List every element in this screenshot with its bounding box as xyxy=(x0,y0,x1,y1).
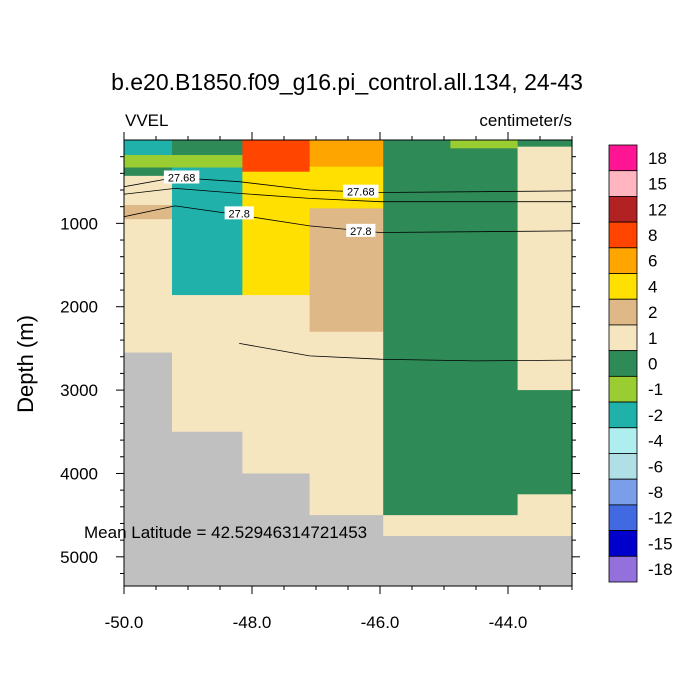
chart-title: b.e20.B1850.f09_g16.pi_control.all.134, … xyxy=(111,69,583,95)
colorbar-swatch-0 xyxy=(608,144,638,172)
cell-6-4 xyxy=(517,535,573,587)
plot-cells xyxy=(124,140,573,587)
cell-2-1 xyxy=(242,171,311,296)
x-tick-label-3: -44.0 xyxy=(489,613,528,632)
colorbar: 18 15 12 8 6 4 2 1 0 -1 -2 -4 -6 -8 -12 -15 -18 xyxy=(608,144,673,583)
contour-label-2-0: 27.8 xyxy=(228,208,249,220)
cell-6-3 xyxy=(517,494,573,537)
colorbar-swatch-2 xyxy=(608,196,638,223)
mean-latitude-annotation: Mean Latitude = 42.52946314721453 xyxy=(84,523,367,542)
colorbar-label-13: -8 xyxy=(648,483,663,502)
colorbar-swatch-14 xyxy=(608,504,638,531)
colorbar-swatch-15 xyxy=(608,530,638,557)
cell-5-3 xyxy=(450,535,519,587)
colorbar-swatch-6 xyxy=(608,298,638,326)
y-tick-label-1: 2000 xyxy=(60,298,98,317)
cell-2-0 xyxy=(242,140,311,173)
colorbar-label-8: 0 xyxy=(648,355,657,374)
contour-label-0-1: 27.68 xyxy=(347,187,375,199)
cell-4-1 xyxy=(383,515,451,537)
cell-1-3 xyxy=(172,295,243,433)
colorbar-swatch-5 xyxy=(608,273,638,300)
colorbar-label-3: 8 xyxy=(648,226,657,245)
colorbar-swatch-4 xyxy=(608,247,638,274)
cell-0-1 xyxy=(124,155,173,169)
cell-1-2 xyxy=(172,167,243,296)
cell-0-2 xyxy=(124,167,173,177)
cell-6-2 xyxy=(517,390,573,495)
cell-2-3 xyxy=(242,473,311,587)
cell-1-0 xyxy=(172,140,243,156)
contour-label-2-1: 27.8 xyxy=(350,226,371,238)
cell-4-0 xyxy=(383,140,451,516)
colorbar-label-6: 2 xyxy=(648,303,657,322)
colorbar-swatch-13 xyxy=(608,478,638,506)
y-tick-label-0: 1000 xyxy=(60,214,98,233)
units-label: centimeter/s xyxy=(479,111,572,130)
colorbar-label-12: -6 xyxy=(648,457,663,476)
variable-label: VVEL xyxy=(125,111,168,130)
cell-0-0 xyxy=(124,140,173,156)
colorbar-label-1: 15 xyxy=(648,175,667,194)
contour-label-bg-0-0 xyxy=(163,170,200,184)
colorbar-swatch-12 xyxy=(608,453,638,480)
colorbar-swatch-11 xyxy=(608,427,638,454)
cell-5-2 xyxy=(450,515,519,537)
axis-ticks: -50.0 -48.0 -46.0 -44.0 1000 2000 3000 4000 5000 xyxy=(60,132,580,632)
density-contours: 27.68 27.68 27.8 27.8 xyxy=(123,170,573,362)
cell-3-0 xyxy=(309,140,384,168)
cell-0-5 xyxy=(124,205,173,220)
cell-6-1 xyxy=(517,146,573,391)
colorbar-swatch-16 xyxy=(608,555,638,583)
cell-4-2 xyxy=(383,535,451,587)
y-tick-label-2: 3000 xyxy=(60,381,98,400)
cell-1-4 xyxy=(172,431,243,587)
colorbar-label-11: -4 xyxy=(648,432,663,451)
colorbar-swatch-8 xyxy=(608,350,638,377)
cell-6-0 xyxy=(517,140,573,148)
cell-3-3 xyxy=(309,331,384,516)
colorbar-label-15: -15 xyxy=(648,534,673,553)
contour-label-0-0: 27.68 xyxy=(168,173,196,185)
cell-5-0 xyxy=(450,140,519,149)
cell-3-4 xyxy=(309,515,384,587)
x-tick-label-0: -50.0 xyxy=(105,613,144,632)
cell-0-7 xyxy=(124,352,173,587)
cell-0-4 xyxy=(124,188,173,206)
cell-5-1 xyxy=(450,148,519,516)
colorbar-label-4: 6 xyxy=(648,252,657,271)
colorbar-swatch-7 xyxy=(608,324,638,352)
colorbar-label-5: 4 xyxy=(648,277,657,296)
cell-2-2 xyxy=(242,295,311,475)
contour-label-bg-2-1 xyxy=(346,223,376,237)
y-tick-label-4: 5000 xyxy=(60,548,98,567)
colorbar-label-2: 12 xyxy=(648,200,667,219)
contour-line-1 xyxy=(123,187,572,203)
contour-label-bg-2-0 xyxy=(224,206,254,220)
contour-line-2 xyxy=(123,205,573,233)
cell-1-1 xyxy=(172,155,243,169)
colorbar-label-14: -12 xyxy=(648,509,673,528)
colorbar-label-9: -1 xyxy=(648,380,663,399)
colorbar-label-10: -2 xyxy=(648,406,663,425)
colorbar-swatch-3 xyxy=(608,221,638,249)
colorbar-label-16: -18 xyxy=(648,560,673,579)
colorbar-swatch-1 xyxy=(608,170,638,197)
contour-line-3 xyxy=(239,343,573,362)
colorbar-swatch-10 xyxy=(608,401,638,429)
x-tick-label-2: -46.0 xyxy=(361,613,400,632)
y-axis-label: Depth (m) xyxy=(13,315,38,413)
colorbar-swatch-9 xyxy=(608,375,638,403)
contour-label-bg-0-1 xyxy=(343,184,379,198)
y-tick-label-3: 4000 xyxy=(60,464,98,483)
colorbar-label-7: 1 xyxy=(648,329,657,348)
cell-0-6 xyxy=(124,219,173,354)
x-tick-label-1: -48.0 xyxy=(233,613,272,632)
colorbar-label-0: 18 xyxy=(648,149,667,168)
